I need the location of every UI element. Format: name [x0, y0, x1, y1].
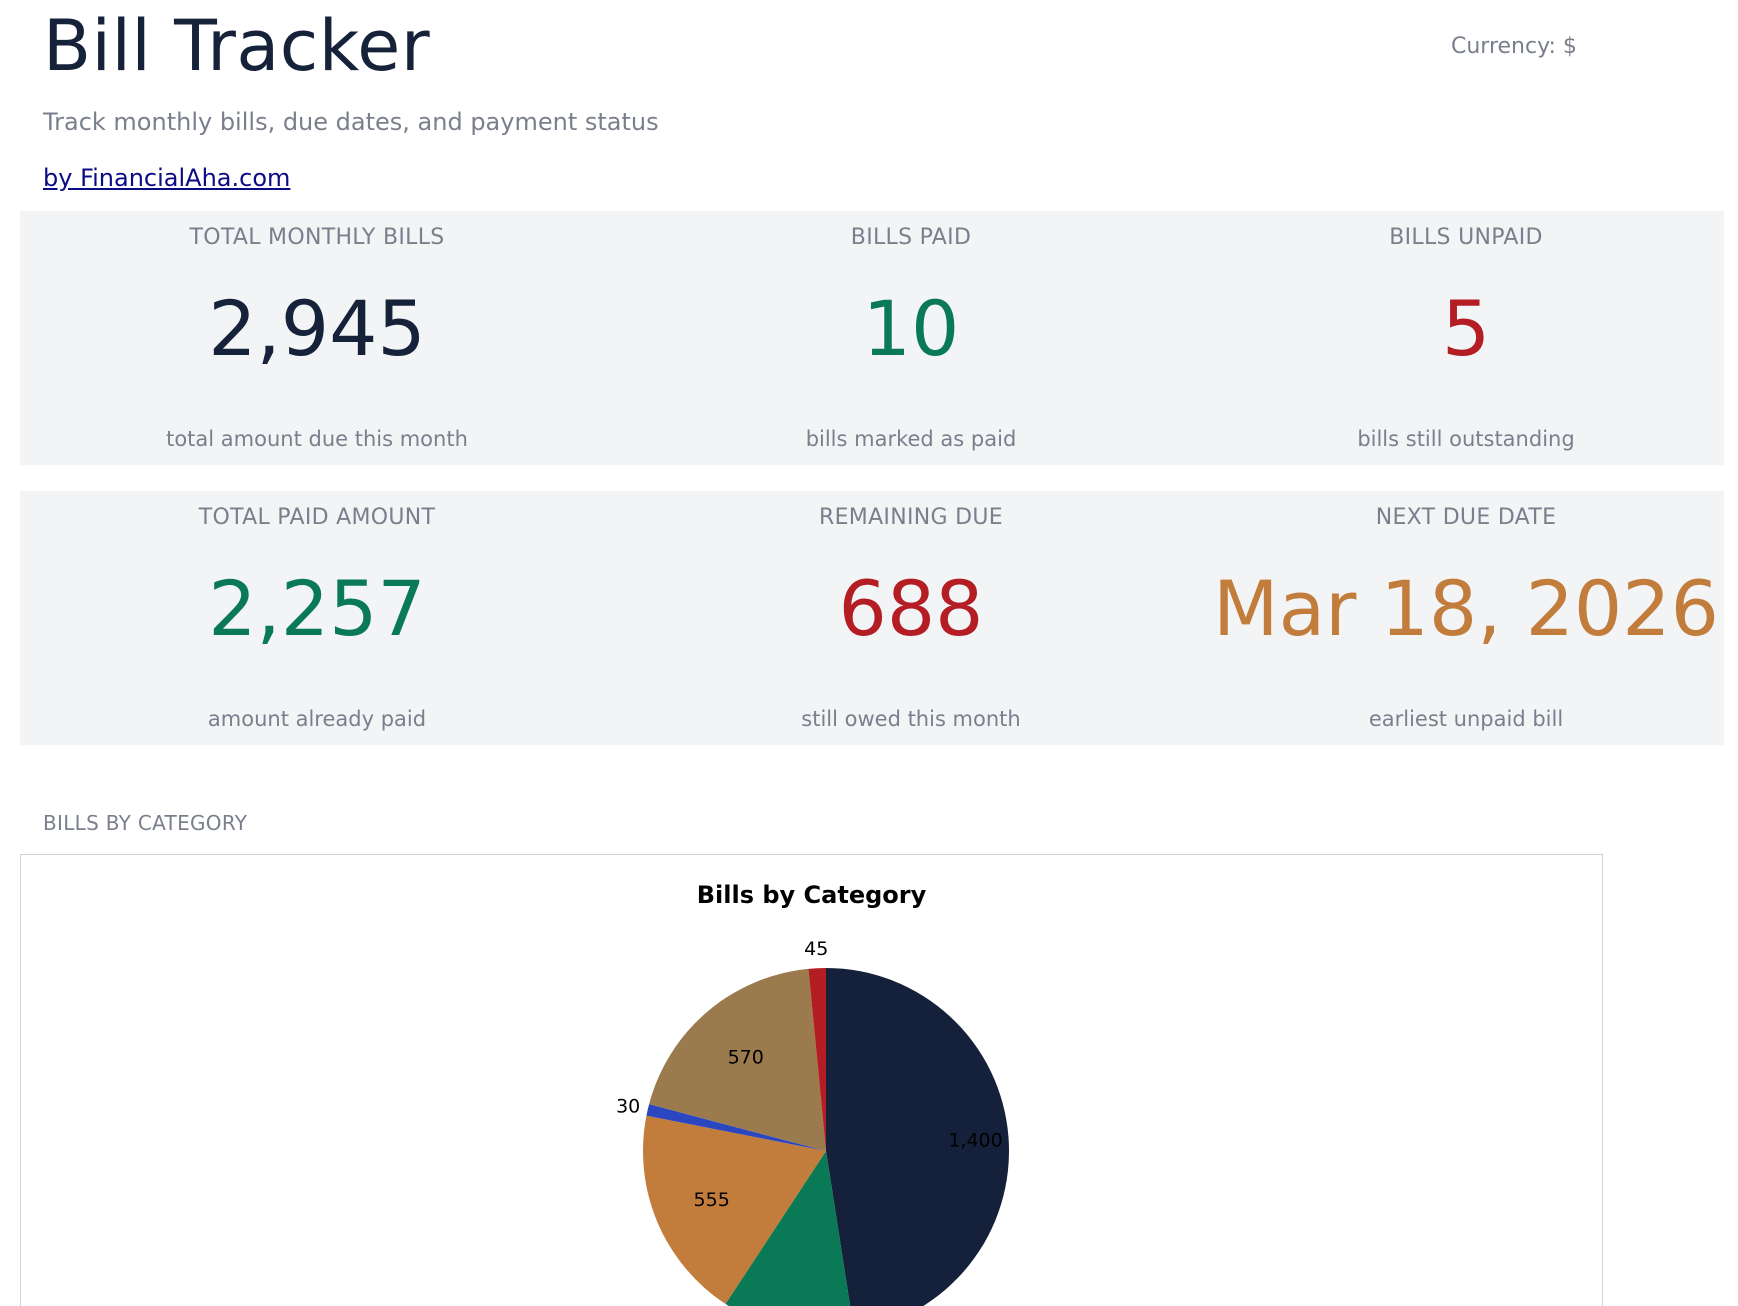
pie-slice	[649, 968, 826, 1151]
page-subtitle: Track monthly bills, due dates, and paym…	[43, 108, 659, 136]
kpi-value: 10	[862, 284, 960, 373]
kpi-card-total-monthly-bills: TOTAL MONTHLY BILLS 2,945 total amount d…	[20, 211, 614, 465]
kpi-card-remaining-due: REMAINING DUE 688 still owed this month	[614, 491, 1208, 745]
currency-indicator: Currency: $	[1451, 34, 1577, 59]
kpi-value: 2,257	[208, 564, 426, 653]
kpi-note: earliest unpaid bill	[1368, 707, 1564, 731]
section-label-bills-by-category: BILLS BY CATEGORY	[43, 811, 248, 835]
kpi-value: 688	[838, 564, 984, 653]
kpi-note: bills marked as paid	[805, 427, 1017, 451]
pie-slice	[725, 1151, 851, 1306]
pie-slice-label: 30	[616, 1095, 640, 1117]
kpi-card-total-paid-amount: TOTAL PAID AMOUNT 2,257 amount already p…	[20, 491, 614, 745]
kpi-card-next-due-date: NEXT DUE DATE Mar 18, 2026 earliest unpa…	[1208, 491, 1724, 745]
kpi-label: NEXT DUE DATE	[1375, 505, 1557, 530]
chart-title: Bills by Category	[696, 881, 927, 909]
pie-slice	[642, 1115, 826, 1304]
kpi-note: still owed this month	[801, 707, 1021, 731]
kpi-row-2: TOTAL PAID AMOUNT 2,257 amount already p…	[20, 491, 1724, 745]
kpi-label: TOTAL PAID AMOUNT	[198, 505, 436, 530]
kpi-card-bills-paid: BILLS PAID 10 bills marked as paid	[614, 211, 1208, 465]
kpi-value: 2,945	[208, 284, 426, 373]
kpi-row-1: TOTAL MONTHLY BILLS 2,945 total amount d…	[20, 211, 1724, 465]
kpi-card-bills-unpaid: BILLS UNPAID 5 bills still outstanding	[1208, 211, 1724, 465]
kpi-label: TOTAL MONTHLY BILLS	[189, 225, 445, 250]
kpi-label: BILLS UNPAID	[1389, 225, 1543, 250]
pie-slice	[826, 968, 1009, 1306]
kpi-note: amount already paid	[207, 707, 427, 731]
kpi-label: BILLS PAID	[850, 225, 972, 250]
kpi-note: bills still outstanding	[1357, 427, 1575, 451]
kpi-value: 5	[1441, 284, 1491, 373]
page-title: Bill Tracker	[43, 5, 431, 87]
pie-slice-label: 1,400	[948, 1129, 1002, 1151]
pie-slice	[646, 1104, 826, 1151]
category-chart-panel: Bills by Category 1,400 555 30 570 45	[20, 854, 1603, 1306]
pie-slice	[808, 968, 826, 1151]
pie-slice-label: 555	[694, 1189, 730, 1211]
kpi-label: REMAINING DUE	[819, 505, 1003, 530]
kpi-value: Mar 18, 2026	[1213, 564, 1719, 653]
pie-chart: 1,400 555 30 570 45	[616, 938, 1009, 1306]
pie-slice-label: 45	[804, 938, 828, 960]
kpi-note: total amount due this month	[166, 427, 468, 451]
byline-link[interactable]: by FinancialAha.com	[43, 164, 291, 192]
pie-slice-label: 570	[728, 1046, 764, 1068]
